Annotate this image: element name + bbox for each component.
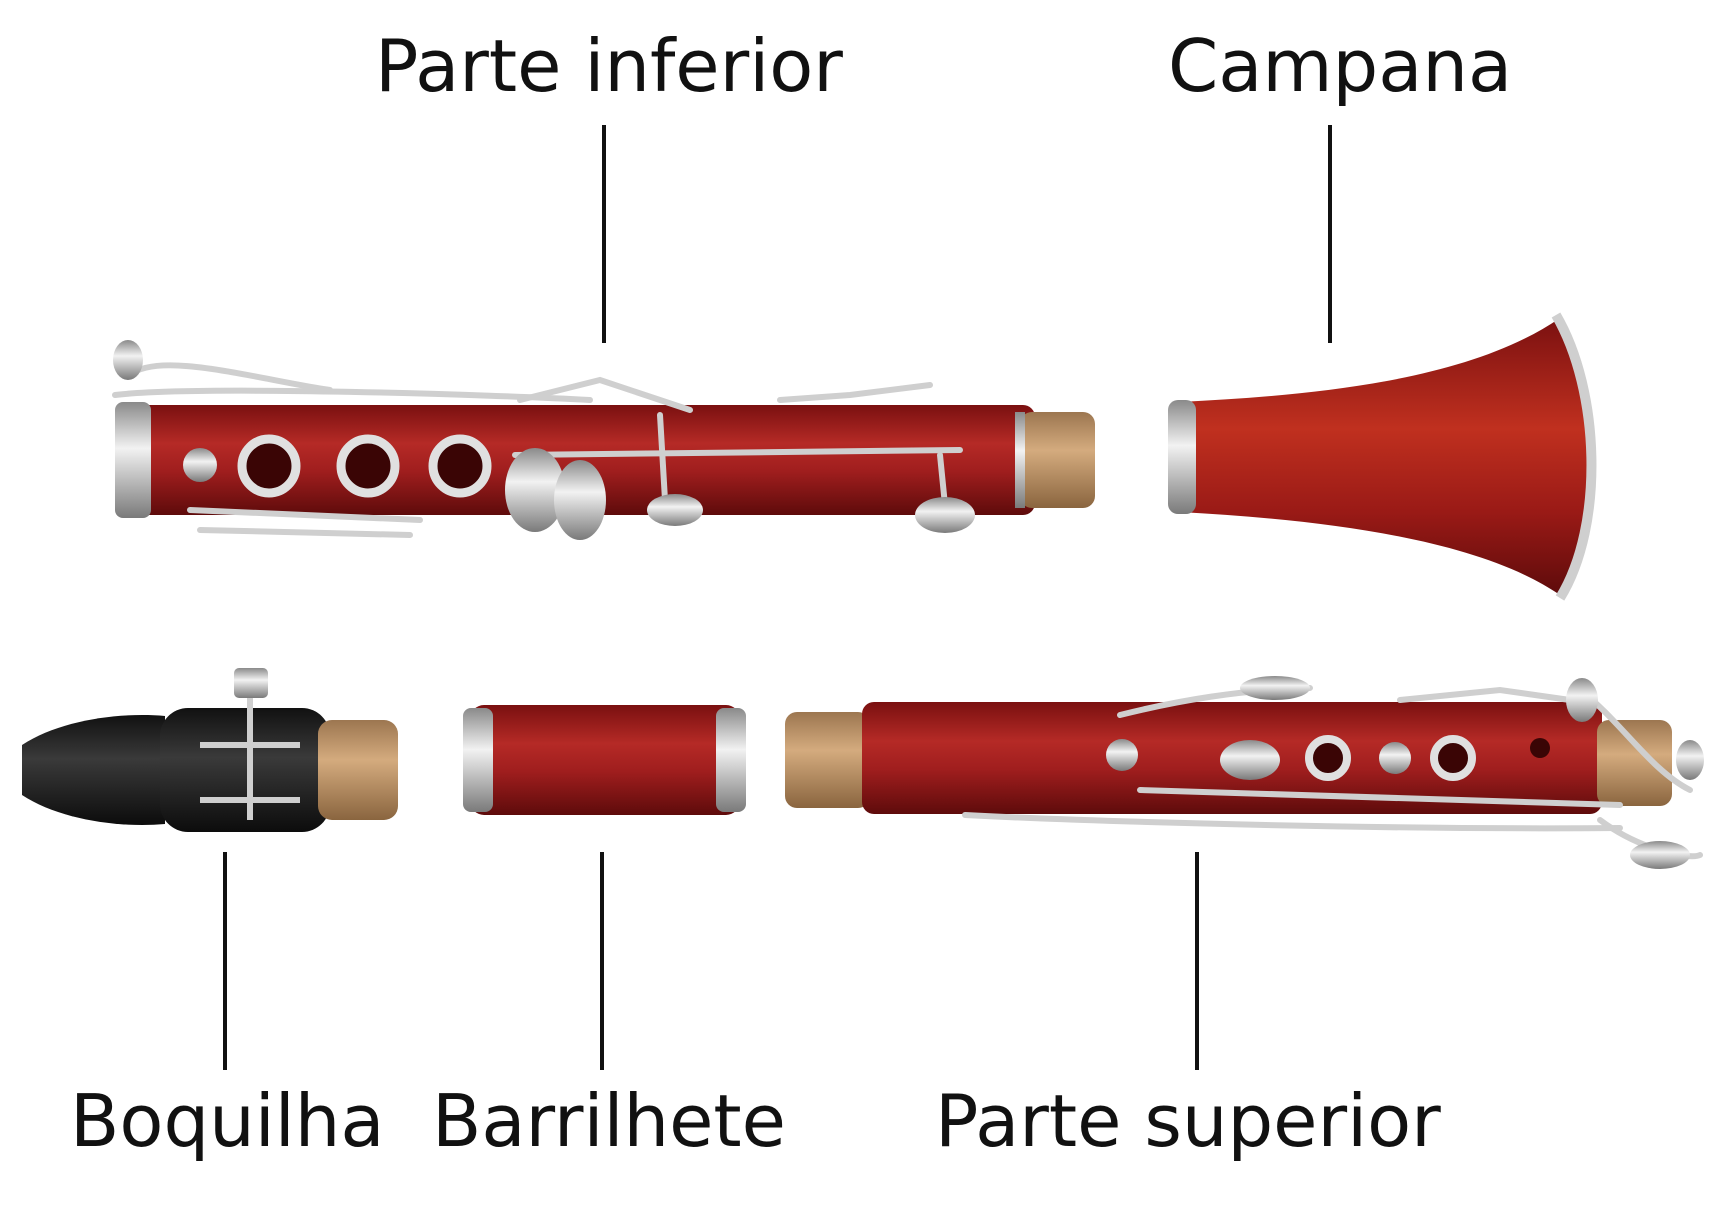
barrel-illustration	[463, 705, 746, 815]
lower-joint-illustration	[112, 340, 1095, 540]
bell-illustration	[1168, 312, 1597, 601]
label-barrilhete: Barrilhete	[432, 1079, 786, 1163]
leader-lines	[223, 125, 1332, 1070]
mouthpiece-illustration	[22, 668, 398, 832]
upper-joint-illustration	[785, 676, 1704, 869]
label-boquilha: Boquilha	[70, 1079, 385, 1163]
label-campana: Campana	[1168, 24, 1513, 108]
label-parte-superior: Parte superior	[935, 1079, 1441, 1163]
label-parte-inferior: Parte inferior	[375, 24, 843, 108]
